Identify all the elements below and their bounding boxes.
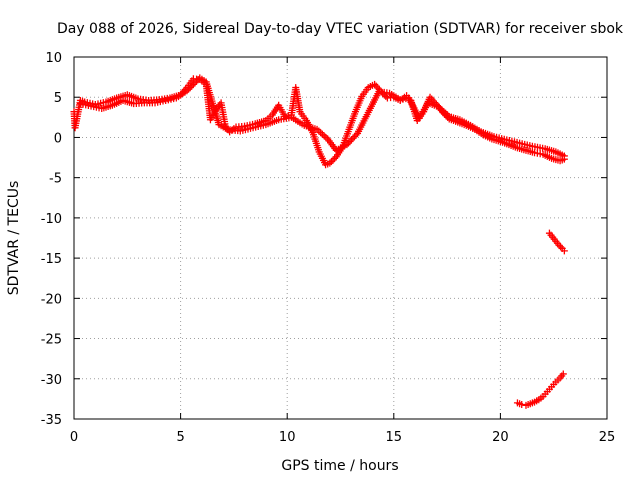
data-point: [188, 82, 196, 90]
y-axis-title: SDTVAR / TECUs: [6, 181, 22, 296]
x-tick-label: 5: [176, 430, 184, 445]
x-tick-label: 20: [492, 430, 509, 445]
y-tick-label: -25: [41, 333, 62, 348]
data-point: [331, 154, 339, 162]
data-points: [70, 74, 568, 409]
y-tick-labels: 10 5 0 -5 -10 -15 -20 -25 -30 -35: [41, 51, 62, 428]
data-point: [559, 370, 567, 378]
x-tick-label: 25: [599, 430, 616, 445]
y-tick-label: 5: [54, 91, 62, 106]
data-point: [189, 80, 197, 88]
data-point: [326, 159, 334, 167]
y-tick-label: 0: [54, 131, 62, 146]
y-tick-label: -10: [41, 212, 62, 227]
data-point: [555, 241, 563, 249]
data-point: [343, 141, 351, 149]
axis-ticks: [73, 56, 608, 420]
x-tick-labels: 0 5 10 15 20 25: [70, 430, 615, 445]
data-point: [185, 85, 193, 93]
data-point: [186, 84, 194, 92]
grid-lines: [74, 57, 607, 419]
data-point: [352, 131, 360, 139]
data-point: [329, 156, 337, 164]
plot-frame: [73, 56, 608, 420]
data-point: [191, 79, 199, 87]
x-tick-label: 15: [386, 430, 403, 445]
data-point: [560, 247, 568, 255]
data-point: [560, 152, 568, 160]
data-point: [557, 243, 565, 251]
data-point: [183, 87, 191, 95]
y-tick-label: -5: [49, 172, 62, 187]
chart-title: Day 088 of 2026, Sidereal Day-to-day VTE…: [57, 21, 624, 37]
data-point: [327, 158, 335, 166]
y-tick-label: -15: [41, 252, 62, 267]
x-tick-label: 0: [70, 430, 78, 445]
x-axis-title: GPS time / hours: [281, 458, 398, 474]
y-tick-label: -35: [41, 413, 62, 428]
x-tick-label: 10: [279, 430, 296, 445]
data-point: [349, 134, 357, 142]
data-point: [382, 92, 390, 100]
data-point: [518, 401, 526, 409]
data-point: [193, 77, 201, 85]
data-point: [347, 136, 355, 144]
data-point: [351, 133, 359, 141]
y-tick-label: 10: [45, 51, 62, 66]
data-point: [344, 139, 352, 147]
data-point: [346, 137, 354, 145]
y-tick-label: -30: [41, 373, 62, 388]
y-tick-label: -20: [41, 292, 62, 307]
